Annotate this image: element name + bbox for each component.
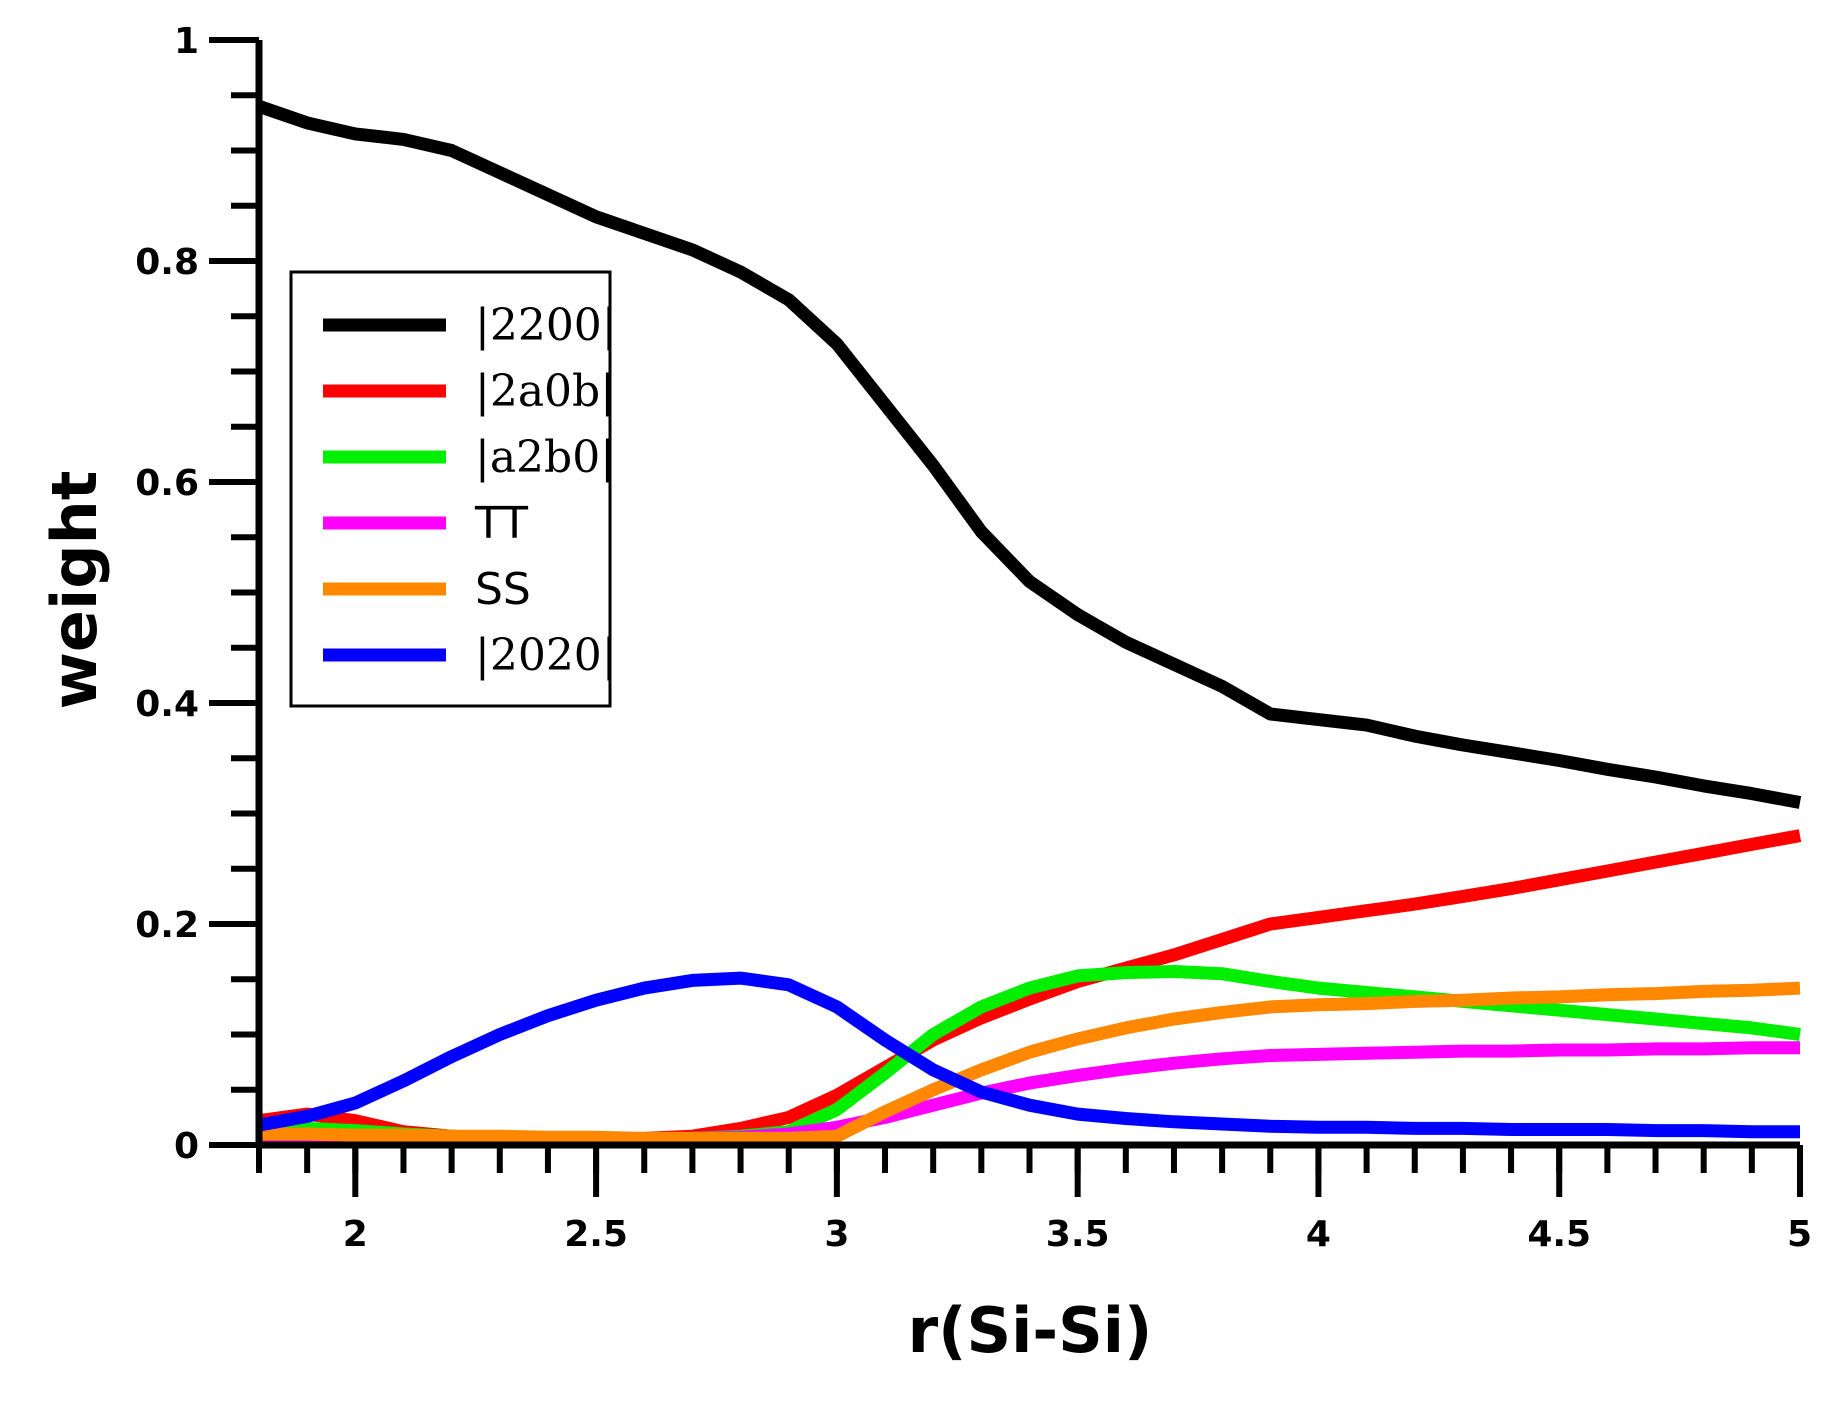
legend-label: |2020|: [475, 630, 617, 681]
y-tick-label: 0.4: [135, 684, 199, 725]
legend-label: |2200|: [475, 300, 617, 351]
plot-series: [256, 100, 1802, 1146]
legend-label: |a2b0|: [475, 432, 615, 483]
legend-box: [289, 270, 612, 708]
y-tick-label: 0.8: [135, 242, 199, 283]
series-line-4: [259, 981, 1801, 1145]
y-axis-title: weight: [38, 471, 111, 710]
x-tick-label: 3.5: [1046, 1214, 1110, 1255]
series-line-5: [257, 971, 1800, 1139]
y-tick-label: 0.2: [135, 905, 199, 946]
x-tick-label: 5: [1787, 1214, 1812, 1255]
axes: 0 0.2 0.4 0.6 0.8 1 2 2.5 3 3.5 4 4.5 5: [135, 21, 1812, 1255]
x-tick-label: 3: [824, 1214, 849, 1255]
x-tick-label: 4.5: [1527, 1214, 1591, 1255]
series-line-0: [256, 100, 1802, 809]
y-tick-label: 0: [174, 1126, 199, 1167]
legend-label: |2a0b|: [475, 366, 615, 417]
legend: |2200| |2a0b| |a2b0| TT SS |2020|: [289, 270, 617, 708]
x-tick-label: 4: [1306, 1214, 1331, 1255]
y-tick-label: 1: [174, 21, 199, 62]
x-axis-title: r(Si-Si): [908, 1294, 1153, 1367]
x-tick-label: 2.5: [564, 1214, 628, 1255]
legend-label: TT: [474, 498, 528, 549]
x-tick-label: 2: [343, 1214, 368, 1255]
y-tick-label: 0.6: [135, 463, 199, 504]
legend-label: SS: [475, 564, 531, 615]
